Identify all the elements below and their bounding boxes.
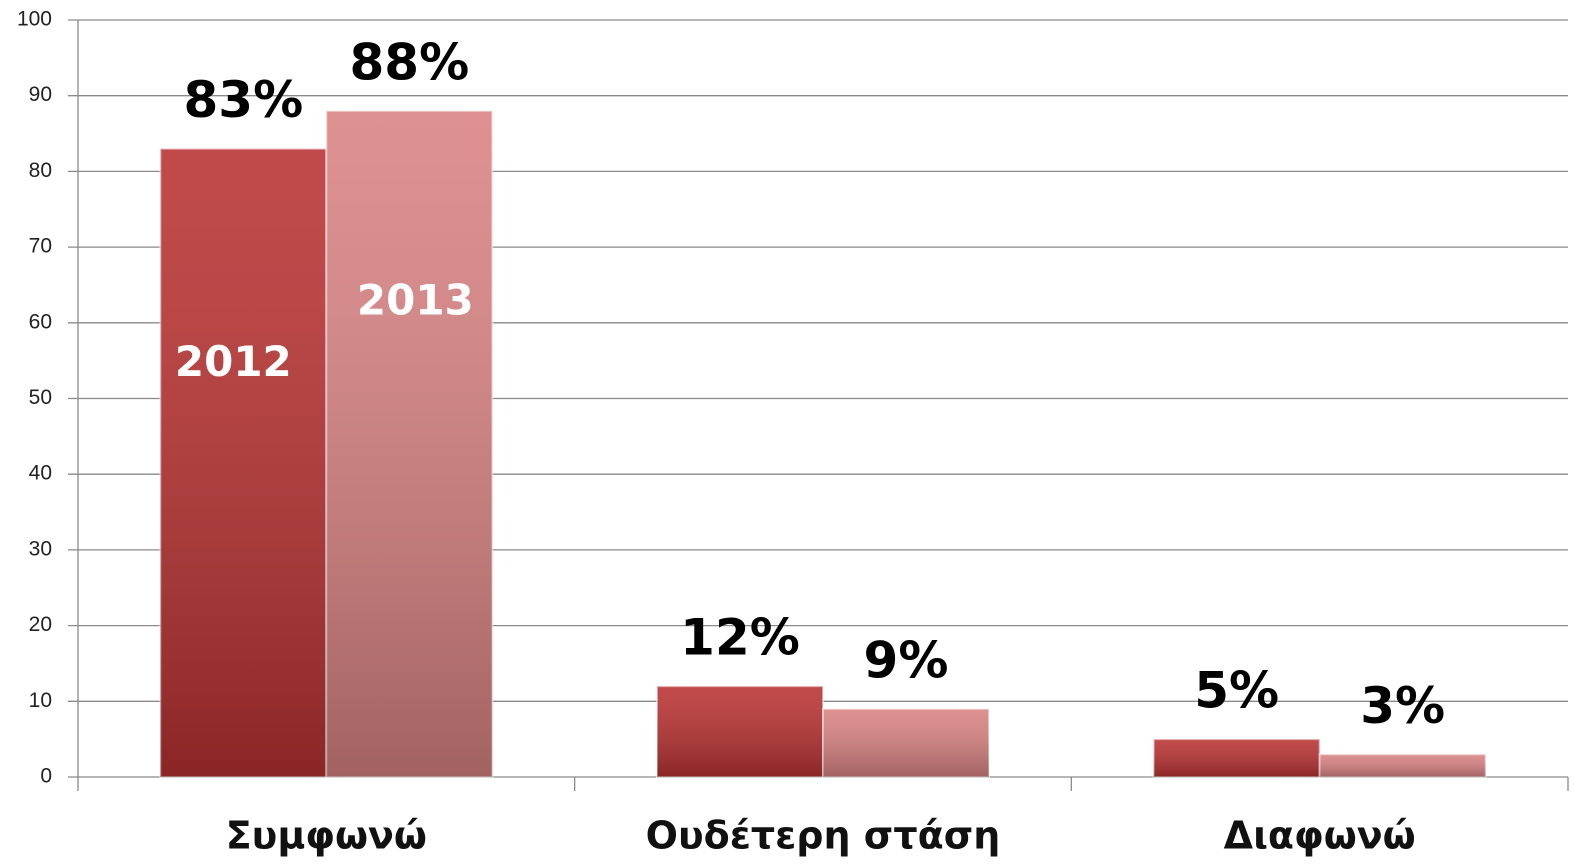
y-tick-label: 40 — [29, 462, 52, 485]
value-label: 12% — [680, 609, 800, 667]
y-tick-label: 50 — [29, 386, 52, 409]
value-label: 9% — [864, 631, 949, 689]
y-tick-label: 70 — [29, 235, 52, 258]
y-tick-label: 20 — [29, 613, 52, 636]
y-tick-label: 100 — [17, 8, 52, 31]
value-label: 5% — [1194, 662, 1279, 720]
series-label: 2012 — [175, 337, 292, 386]
x-tick-label: Ουδέτερη στάση — [646, 814, 1001, 858]
y-tick-label: 80 — [29, 159, 52, 182]
y-tick-label: 10 — [29, 689, 52, 712]
y-tick-label: 30 — [29, 537, 52, 560]
value-label: 3% — [1360, 677, 1445, 735]
bar-shade — [823, 708, 989, 777]
bar-shade — [1153, 739, 1320, 777]
x-tick-label: Διαφωνώ — [1224, 814, 1416, 858]
y-tick-label: 60 — [29, 310, 52, 333]
value-label: 83% — [183, 71, 303, 129]
series-label: 2013 — [357, 275, 474, 324]
y-tick-label: 90 — [29, 83, 52, 106]
bar-shade — [326, 110, 493, 778]
bar-shade — [1319, 754, 1486, 777]
bar-shade — [160, 148, 327, 777]
x-tick-label: Συμφωνώ — [226, 814, 427, 858]
bar-shade — [657, 686, 823, 777]
value-label: 88% — [349, 33, 469, 91]
y-tick-label: 0 — [40, 765, 52, 788]
